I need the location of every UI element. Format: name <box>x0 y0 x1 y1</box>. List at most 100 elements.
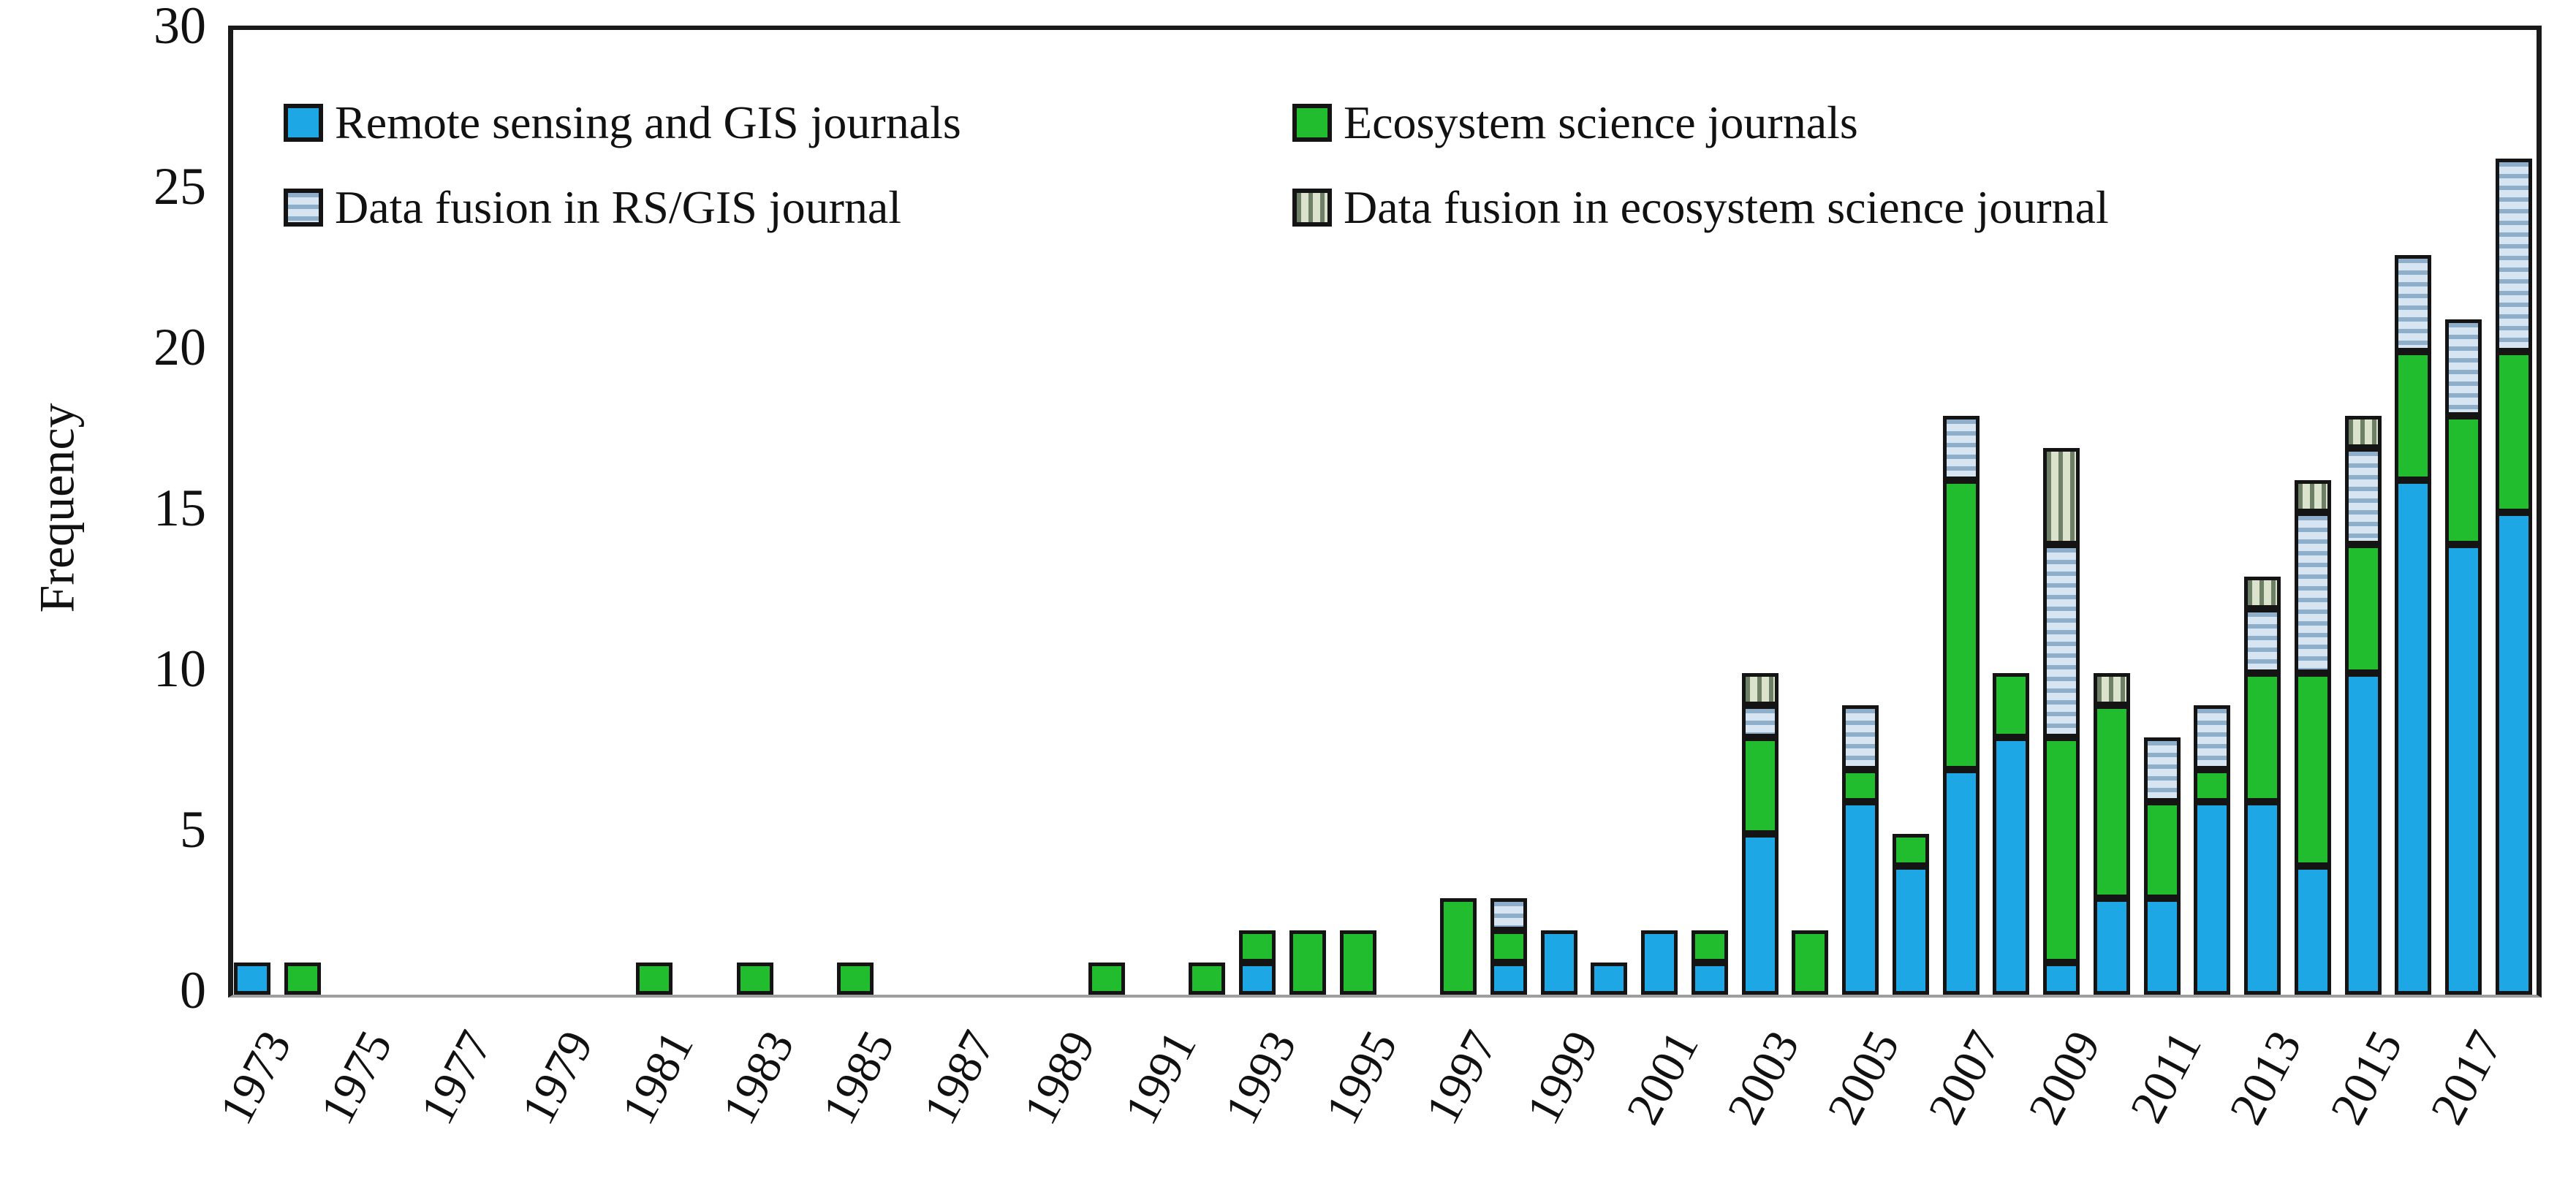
bar-segment-2003-series2 <box>1741 705 1778 737</box>
x-tick-label-1989: 1989 <box>1013 1022 1106 1133</box>
legend-item-1: Ecosystem science journals <box>1292 97 1858 148</box>
y-tick-label-25: 25 <box>154 157 206 216</box>
legend-label-0: Remote sensing and GIS journals <box>335 96 961 148</box>
bar-segment-1993-series0 <box>1239 963 1276 995</box>
bar-segment-2016-series1 <box>2395 352 2432 480</box>
x-tick-label-1997: 1997 <box>1415 1022 1508 1133</box>
y-tick-label-30: 30 <box>154 0 206 55</box>
x-tick-label-2007: 2007 <box>1917 1022 2011 1133</box>
x-tick-label-1995: 1995 <box>1314 1022 1408 1133</box>
bar-segment-2010-series1 <box>2093 705 2130 898</box>
y-tick-label-5: 5 <box>180 800 206 859</box>
x-tick-label-1987: 1987 <box>912 1022 1006 1133</box>
x-tick-label-2017: 2017 <box>2420 1022 2513 1133</box>
plot-area <box>228 26 2542 998</box>
bar-segment-2006-series0 <box>1892 866 1929 995</box>
x-tick-label-1991: 1991 <box>1113 1022 1207 1133</box>
x-tick-label-2005: 2005 <box>1817 1022 1910 1133</box>
bar-segment-2007-series1 <box>1942 480 1980 770</box>
x-tick-label-2009: 2009 <box>2018 1022 2111 1133</box>
y-tick-label-10: 10 <box>154 639 206 698</box>
x-tick-label-1985: 1985 <box>812 1022 905 1133</box>
bar-segment-2015-series0 <box>2344 673 2382 995</box>
bar-segment-2005-series2 <box>1842 705 1879 770</box>
bar-segment-2005-series1 <box>1842 770 1879 802</box>
bar-segment-2007-series2 <box>1942 416 1980 480</box>
x-tick-label-1981: 1981 <box>611 1022 704 1133</box>
bar-segment-1993-series1 <box>1239 930 1276 963</box>
bar-segment-2005-series0 <box>1842 802 1879 995</box>
x-tick-label-1983: 1983 <box>711 1022 805 1133</box>
bar-segment-1998-series2 <box>1490 898 1527 930</box>
bar-segment-2002-series1 <box>1691 930 1728 963</box>
bar-segment-2014-series0 <box>2294 866 2331 995</box>
legend-swatch-3 <box>1292 189 1332 227</box>
bar-segment-2018-series1 <box>2495 352 2532 512</box>
legend-label-1: Ecosystem science journals <box>1344 96 1858 148</box>
legend-label-2: Data fusion in RS/GIS journal <box>335 181 902 233</box>
bar-segment-1997-series1 <box>1440 898 1477 995</box>
x-tick-label-1999: 1999 <box>1515 1022 1609 1133</box>
bar-segment-2000-series0 <box>1591 963 1628 995</box>
bar-segment-2002-series0 <box>1691 963 1728 995</box>
bar-segment-2013-series1 <box>2244 673 2281 802</box>
bar-segment-2014-series2 <box>2294 512 2331 673</box>
bar-segment-1973-series0 <box>234 963 270 995</box>
legend-label-3: Data fusion in ecosystem science journal <box>1344 181 2109 233</box>
bar-segment-1995-series1 <box>1339 930 1376 995</box>
legend-item-3: Data fusion in ecosystem science journal <box>1292 182 2109 233</box>
bar-segment-2001-series0 <box>1641 930 1678 995</box>
legend-item-2: Data fusion in RS/GIS journal <box>284 182 901 233</box>
bar-segment-2013-series2 <box>2244 609 2281 673</box>
bar-segment-1974-series1 <box>284 963 321 995</box>
legend-swatch-1 <box>1292 104 1332 142</box>
bar-segment-2010-series0 <box>2093 898 2130 995</box>
x-tick-label-2015: 2015 <box>2319 1022 2413 1133</box>
x-tick-label-1975: 1975 <box>309 1022 403 1133</box>
x-tick-label-2003: 2003 <box>1716 1022 1810 1133</box>
bar-segment-2013-series0 <box>2244 802 2281 995</box>
bar-segment-2014-series1 <box>2294 673 2331 866</box>
bar-segment-2003-series0 <box>1741 834 1778 995</box>
bar-segment-2015-series3 <box>2344 416 2382 448</box>
bar-segment-2012-series2 <box>2194 705 2231 770</box>
bar-segment-1999-series0 <box>1540 930 1577 995</box>
bar-segment-2007-series0 <box>1942 770 1980 995</box>
bar-segment-2015-series2 <box>2344 448 2382 544</box>
legend-item-0: Remote sensing and GIS journals <box>284 97 961 148</box>
bar-segment-1998-series0 <box>1490 963 1527 995</box>
bar-segment-2011-series2 <box>2143 737 2181 802</box>
bar-segment-2017-series2 <box>2445 319 2482 416</box>
x-tick-label-1979: 1979 <box>510 1022 604 1133</box>
bar-segment-2009-series2 <box>2043 544 2080 737</box>
bar-segment-1992-series1 <box>1189 963 1226 995</box>
bar-segment-2016-series2 <box>2395 255 2432 352</box>
bar-segment-1983-series1 <box>736 963 773 995</box>
bar-segment-2017-series1 <box>2445 416 2482 544</box>
bar-segment-2012-series0 <box>2194 802 2231 995</box>
x-tick-label-1993: 1993 <box>1214 1022 1307 1133</box>
bar-segment-2006-series1 <box>1892 834 1929 866</box>
bar-segment-2012-series1 <box>2194 770 2231 802</box>
x-tick-label-1977: 1977 <box>410 1022 503 1133</box>
bar-segment-2018-series0 <box>2495 512 2532 995</box>
bar-segment-2009-series1 <box>2043 737 2080 963</box>
bar-segment-2013-series3 <box>2244 577 2281 609</box>
x-tick-label-1973: 1973 <box>209 1022 302 1133</box>
y-tick-label-15: 15 <box>154 479 206 537</box>
bar-segment-1981-series1 <box>636 963 673 995</box>
bar-segment-1994-series1 <box>1289 930 1326 995</box>
legend-swatch-2 <box>284 189 323 227</box>
bar-segment-2014-series3 <box>2294 480 2331 512</box>
bar-segment-1990-series1 <box>1088 963 1125 995</box>
bar-segment-2009-series0 <box>2043 963 2080 995</box>
bar-segment-2010-series3 <box>2093 673 2130 705</box>
x-tick-label-2001: 2001 <box>1616 1022 1709 1133</box>
bar-segment-2016-series0 <box>2395 480 2432 995</box>
bar-segment-2008-series0 <box>1993 737 2030 995</box>
bar-segment-2011-series1 <box>2143 802 2181 898</box>
bar-segment-2003-series1 <box>1741 737 1778 834</box>
bar-segment-2009-series3 <box>2043 448 2080 544</box>
bar-segment-2015-series1 <box>2344 544 2382 673</box>
